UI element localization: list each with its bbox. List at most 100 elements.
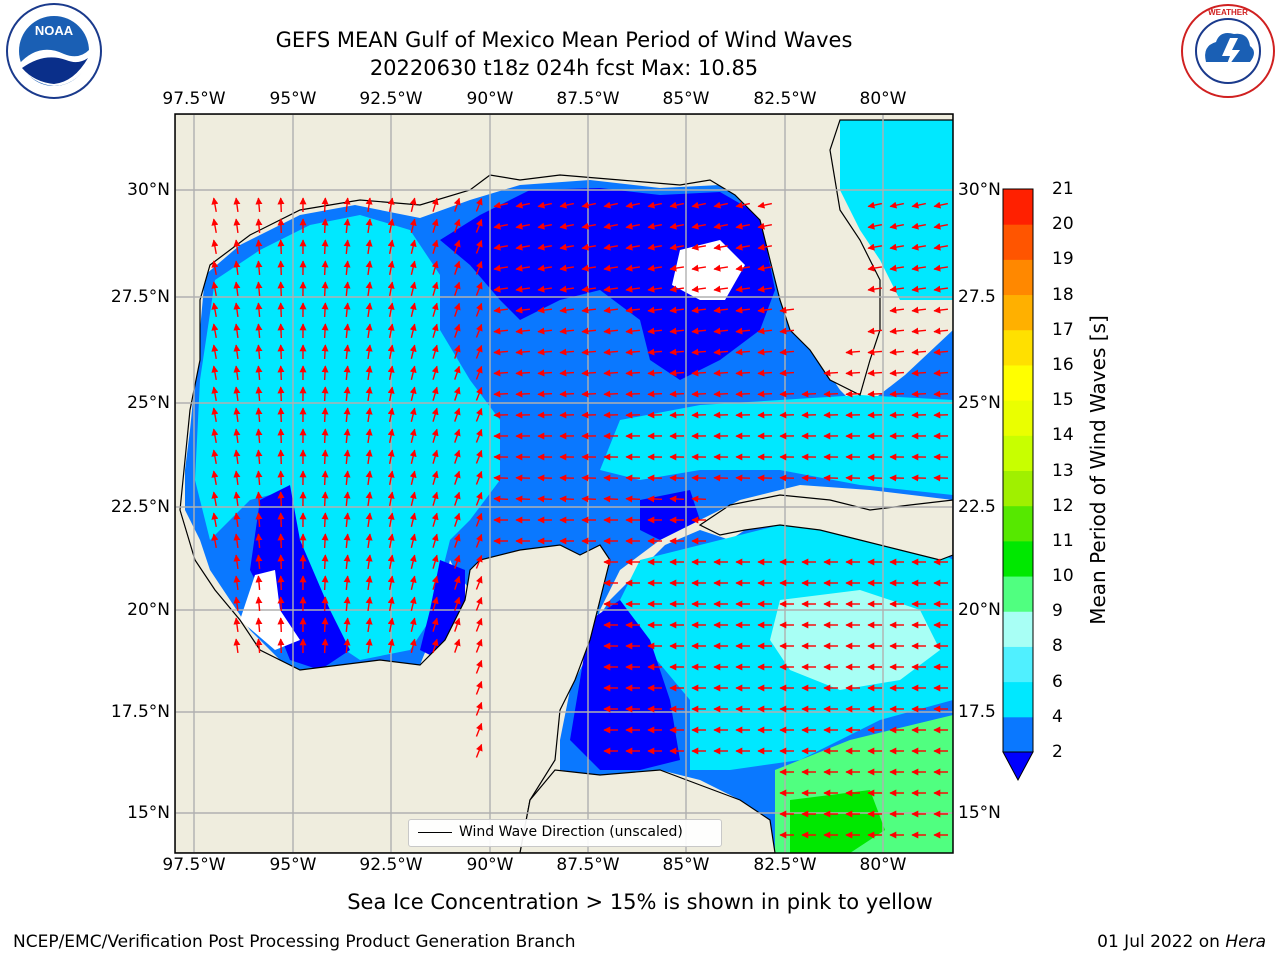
wind-arrow	[735, 285, 751, 293]
wind-arrow	[409, 638, 417, 653]
wind-arrow	[431, 239, 439, 254]
colorbar-band	[1003, 294, 1033, 331]
colorbar-extend-min	[1002, 751, 1034, 782]
wind-arrow	[453, 512, 461, 527]
wind-arrow	[647, 222, 663, 230]
wind-arrow	[647, 264, 663, 272]
wind-arrow	[233, 638, 241, 654]
wind-arrow	[453, 323, 461, 338]
wind-arrow	[889, 264, 905, 272]
wind-arrow	[889, 369, 905, 377]
wind-arrow	[889, 390, 905, 398]
wind-arrow	[255, 365, 263, 381]
sea-ice-note: Sea Ice Concentration > 15% is shown in …	[347, 890, 933, 914]
wind-arrow	[431, 365, 439, 380]
wind-arrow	[735, 327, 751, 335]
wind-arrow	[713, 264, 729, 272]
wind-arrow	[233, 323, 241, 339]
wind-arrow	[233, 575, 241, 591]
land-north-america	[175, 114, 953, 853]
lon-tick-bottom: 97.5°W	[162, 855, 226, 875]
wind-arrow	[735, 243, 751, 251]
wind-arrow	[365, 470, 373, 486]
wind-arrow	[581, 390, 597, 398]
wind-arrow	[277, 365, 285, 381]
wind-arrow	[343, 638, 351, 654]
colorbar-band	[1003, 505, 1033, 542]
wind-arrow	[387, 365, 395, 381]
wind-arrow	[431, 344, 439, 359]
colorbar-band	[1003, 400, 1033, 436]
wind-arrow	[453, 596, 461, 611]
wind-arrow	[493, 369, 509, 377]
wind-arrow	[867, 390, 883, 398]
wind-arrow	[343, 281, 351, 297]
wind-arrow	[823, 390, 839, 398]
wind-arrow	[559, 369, 575, 377]
wind-arrow	[211, 218, 219, 234]
wind-arrow	[321, 407, 329, 423]
wind-arrow	[277, 512, 285, 528]
colorbar-tick: 19	[1052, 249, 1074, 270]
wind-arrow	[431, 407, 439, 422]
wind-arrow	[537, 222, 553, 230]
wind-arrow	[233, 617, 241, 633]
wind-arrow	[933, 369, 949, 377]
wind-arrow	[321, 554, 329, 570]
wind-arrow	[493, 348, 509, 356]
wind-arrow	[233, 239, 241, 255]
wind-arrow	[409, 260, 417, 275]
footer-date: 01 Jul 2022 on	[1097, 932, 1220, 952]
wind-arrow	[431, 554, 439, 569]
wind-arrow	[387, 449, 395, 465]
wind-arrow	[365, 281, 373, 297]
wind-arrow	[603, 495, 619, 503]
colorbar-band	[1003, 576, 1033, 612]
wind-arrow	[603, 306, 619, 314]
wind-arrow	[255, 386, 263, 402]
wind-arrow	[669, 264, 685, 272]
wind-arrow	[933, 390, 949, 398]
map-title: GEFS MEAN Gulf of Mexico Mean Period of …	[275, 28, 853, 52]
wind-arrow	[453, 533, 461, 548]
lon-tick-top: 92.5°W	[359, 89, 423, 109]
wind-arrow	[255, 491, 263, 507]
wind-arrow	[669, 369, 685, 377]
cyan-zone-florida	[840, 120, 953, 300]
wind-arrow	[581, 327, 597, 335]
wind-arrow	[321, 533, 329, 549]
wind-arrow	[431, 533, 439, 548]
wind-arrow	[343, 386, 351, 402]
lat-tick-right: 22.5	[958, 497, 996, 517]
wind-arrow	[343, 491, 351, 507]
lon-tick-bottom: 90°W	[466, 855, 514, 875]
wind-arrow	[409, 323, 417, 338]
wind-arrow	[801, 390, 817, 398]
colorbar-tick: 17	[1052, 319, 1074, 340]
wind-arrow	[387, 386, 395, 402]
wind-arrow	[211, 428, 219, 444]
wind-arrow	[559, 201, 574, 209]
wind-arrow	[537, 327, 553, 335]
wind-arrow	[559, 390, 575, 398]
wind-arrow	[537, 369, 553, 377]
wind-arrow	[211, 197, 219, 213]
wind-arrow	[321, 575, 329, 591]
wind-arrow	[277, 281, 285, 297]
wind-arrow	[911, 201, 926, 209]
wind-arrow	[867, 243, 883, 251]
wind-arrow	[845, 348, 861, 356]
lat-tick-left: 15°N	[127, 803, 170, 823]
colorbar-tick: 21	[1052, 179, 1074, 199]
wind-arrow	[603, 327, 619, 335]
wind-arrow	[475, 218, 483, 233]
wind-arrow	[431, 470, 439, 485]
wind-arrow	[669, 495, 685, 503]
wind-arrow	[493, 243, 509, 251]
wind-arrow	[233, 218, 241, 234]
wind-arrow	[475, 365, 483, 380]
blue-zone-north	[440, 188, 775, 380]
wind-arrow	[409, 554, 417, 569]
wind-arrow	[757, 327, 773, 335]
colorbar-band	[1003, 189, 1033, 225]
